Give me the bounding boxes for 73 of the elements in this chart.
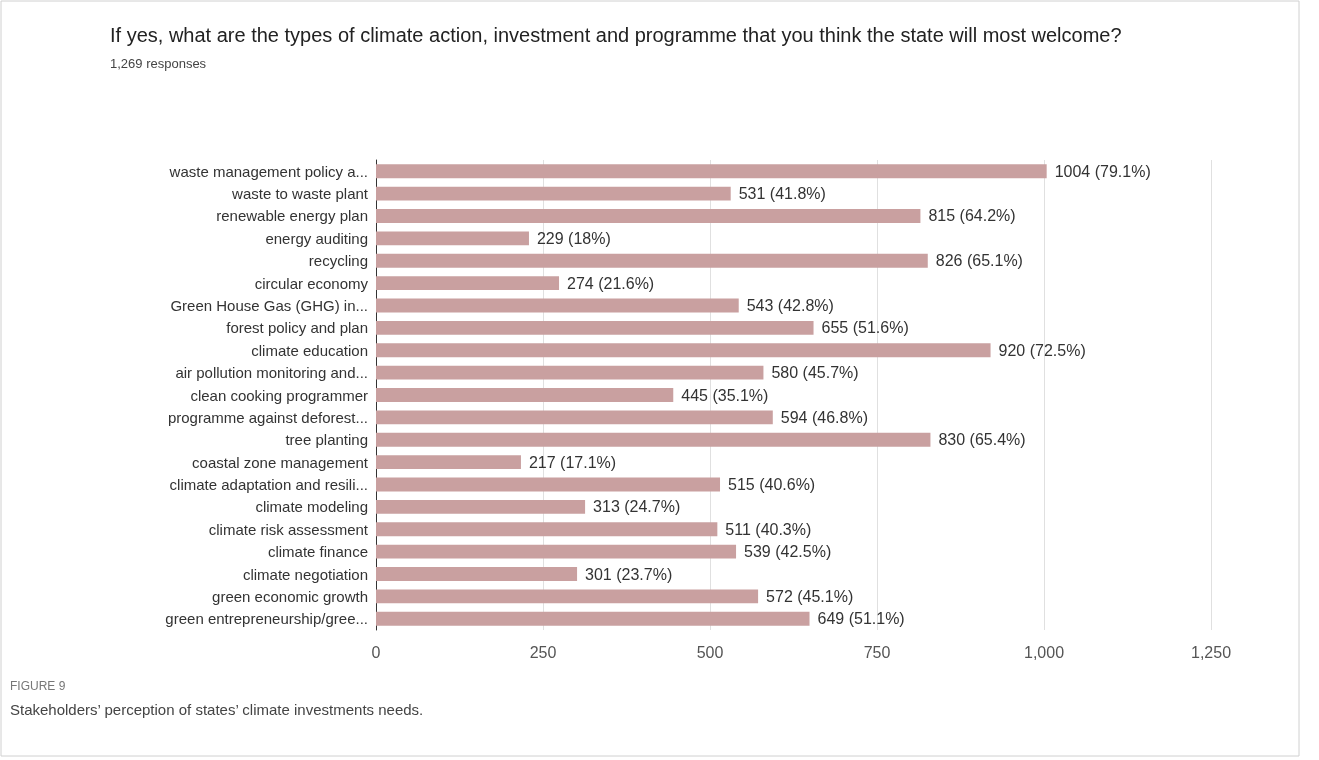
y-tick-label: programme against deforest... [167,408,368,426]
x-tick-label: 750 [863,643,891,661]
data-label: 815 (64.2%) [928,207,1016,225]
bar [376,186,731,201]
data-label: 539 (42.5%) [744,543,832,561]
caption: FIGURE 9 [10,679,66,693]
y-tick-label: circular economy [254,274,369,292]
data-label: 830 (65.4%) [938,431,1026,449]
x-tick-label: 0 [371,643,381,661]
bar [376,410,773,425]
data-label: 274 (21.6%) [567,274,655,292]
y-tick-label: climate education [251,341,368,359]
x-tick-label: 1,000 [1023,643,1065,661]
bar [376,298,739,313]
bar [376,544,737,559]
data-label: 229 (18%) [536,229,611,247]
y-tick-label: energy auditing [265,229,368,247]
x-tick-label: 1,250 [1190,643,1232,661]
bar [376,276,560,291]
y-tick-label: climate modeling [255,498,368,516]
y-tick-label: recycling [308,252,368,270]
bar [376,589,759,604]
y-tick-label: tree planting [285,431,368,449]
data-label: 920 (72.5%) [998,341,1086,359]
y-tick-label: renewable energy plan [216,207,368,225]
data-label: 511 (40.3%) [725,520,812,538]
data-label: 313 (24.7%) [593,498,681,516]
data-label: 531 (41.8%) [738,185,826,203]
y-tick-label: green entrepreneurship/gree... [165,610,368,628]
y-tick-label: coastal zone management [192,453,369,471]
bar [376,231,529,246]
chart-title: If yes, what are the types of climate action, investment and programme that you think the state will most welcome? [110,24,1122,46]
data-label: 594 (46.8%) [780,408,868,426]
bar [376,432,931,447]
data-label: 580 (45.7%) [771,364,859,382]
data-label: 649 (51.1%) [817,610,905,628]
bar [376,388,674,402]
data-label: 515 (40.6%) [728,476,816,494]
data-label: 1004 (79.1%) [1054,162,1151,180]
data-label: 217 (17.1%) [528,453,617,471]
bar [376,209,921,223]
y-tick-label: waste management policy a... [168,162,368,180]
bar [376,499,586,514]
y-tick-label: green economic growth [212,587,368,605]
y-tick-label: climate finance [267,543,368,561]
y-tick-label: climate adaptation and resili... [169,476,368,494]
bar [376,567,578,581]
text: Stakeholders’ perception of states’ climate investments needs. [10,701,424,718]
y-tick-label: air pollution monitoring and... [175,364,368,382]
y-tick-label: climate negotiation [242,565,368,583]
y-tick-label: Green House Gas (GHG) in... [170,296,368,314]
bar [376,164,1047,179]
x-tick-label: 250 [529,643,557,661]
text: 1,269 responses [110,56,207,71]
x-tick-label: 500 [696,643,724,661]
data-label: 301 (23.7%) [585,565,673,583]
bar [376,611,810,626]
data-label: 572 (45.1%) [766,587,854,605]
bar [376,365,764,380]
y-tick-label: forest policy and plan [226,319,368,337]
bar [376,455,521,470]
bar [376,253,928,268]
bar [376,477,721,492]
bar [376,320,814,335]
bar [376,343,991,358]
y-tick-label: waste to waste plant [231,185,369,203]
data-label: 655 (51.6%) [821,319,909,337]
data-label: 826 (65.1%) [935,252,1023,270]
data-label: 543 (42.8%) [746,296,834,314]
y-tick-label: clean cooking programmer [190,386,368,404]
y-tick-label: climate risk assessment [208,520,369,538]
bar [376,522,718,537]
data-label: 445 (35.1%) [681,386,769,404]
